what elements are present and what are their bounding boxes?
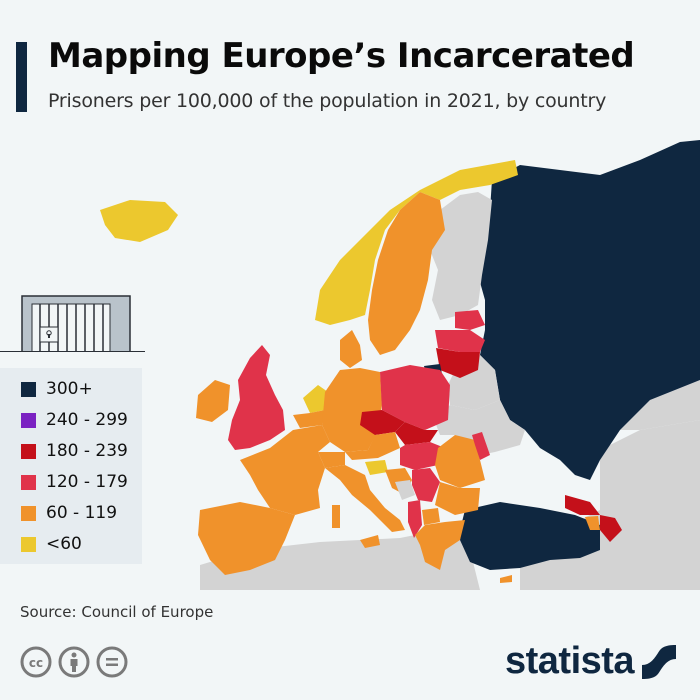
bosnia: [395, 480, 415, 500]
finland: [430, 192, 492, 320]
prison-cell-icon: [0, 295, 145, 352]
legend-swatch: [21, 412, 36, 428]
europe-map: [100, 140, 700, 590]
page-subtitle: Prisoners per 100,000 of the population …: [48, 90, 607, 112]
sweden: [368, 192, 445, 355]
iceland: [100, 200, 178, 242]
cyprus: [500, 575, 512, 583]
no-derivatives-icon[interactable]: [96, 646, 128, 678]
france: [240, 425, 330, 515]
estonia: [455, 310, 485, 330]
hungary: [400, 442, 445, 470]
legend-item-under-60: <60: [21, 531, 82, 557]
norway: [315, 160, 518, 325]
legend-item-240-299: 240 - 299: [21, 407, 128, 433]
moldova: [472, 432, 490, 460]
germany: [322, 368, 382, 452]
turkey: [460, 502, 600, 570]
statista-brand[interactable]: statista: [505, 640, 677, 683]
legend-label: 60 - 119: [46, 503, 118, 523]
lithuania: [436, 348, 480, 378]
legend-label: 300+: [46, 379, 93, 399]
united-kingdom: [228, 345, 285, 450]
legend-label: <60: [46, 534, 82, 554]
serbia: [412, 468, 440, 502]
legend-swatch: [21, 381, 36, 397]
legend-label: 180 - 239: [46, 441, 128, 461]
brand-name: statista: [505, 640, 635, 682]
legend-swatch: [21, 443, 36, 459]
austria: [345, 432, 400, 460]
legend-label: 120 - 179: [46, 472, 128, 492]
switzerland: [318, 452, 345, 468]
svg-text:cc: cc: [29, 656, 43, 670]
legend-item-300-plus: 300+: [21, 376, 93, 402]
italy: [325, 465, 405, 532]
russia: [478, 140, 700, 480]
ireland: [196, 380, 230, 422]
source-note: Source: Council of Europe: [20, 603, 214, 621]
legend-item-180-239: 180 - 239: [21, 438, 128, 464]
czech-republic: [360, 410, 405, 435]
spain-portugal: [198, 502, 295, 575]
bulgaria: [435, 482, 480, 515]
north-macedonia: [422, 508, 440, 525]
central-asia: [620, 380, 700, 430]
sardinia: [332, 505, 340, 528]
legend-swatch: [21, 474, 36, 490]
sicily: [360, 535, 380, 548]
statista-logo-icon: [642, 644, 677, 679]
map-legend: 300+ 240 - 299 180 - 239 120 - 179 60 - …: [0, 368, 142, 564]
legend-swatch: [21, 536, 36, 552]
romania: [435, 435, 485, 488]
latvia: [435, 330, 485, 352]
belgium: [293, 410, 325, 428]
greece: [415, 520, 465, 570]
netherlands: [303, 385, 328, 413]
slovakia: [395, 422, 438, 445]
armenia: [585, 516, 600, 530]
attribution-icon[interactable]: [58, 646, 90, 678]
georgia: [565, 495, 600, 515]
denmark: [340, 330, 362, 368]
page-title: Mapping Europe’s Incarcerated: [48, 36, 635, 76]
azerbaijan: [600, 515, 622, 542]
legend-swatch: [21, 505, 36, 521]
legend-item-60-119: 60 - 119: [21, 500, 117, 526]
ukraine: [435, 400, 525, 455]
title-accent-bar: [16, 42, 27, 112]
north-africa: [200, 525, 480, 590]
poland: [380, 365, 450, 430]
cc-icon[interactable]: cc: [20, 646, 52, 678]
legend-label: 240 - 299: [46, 410, 128, 430]
slovenia: [365, 460, 388, 475]
license-icons: cc: [20, 646, 128, 678]
legend-item-120-179: 120 - 179: [21, 469, 128, 495]
montenegro-albania: [408, 500, 422, 538]
